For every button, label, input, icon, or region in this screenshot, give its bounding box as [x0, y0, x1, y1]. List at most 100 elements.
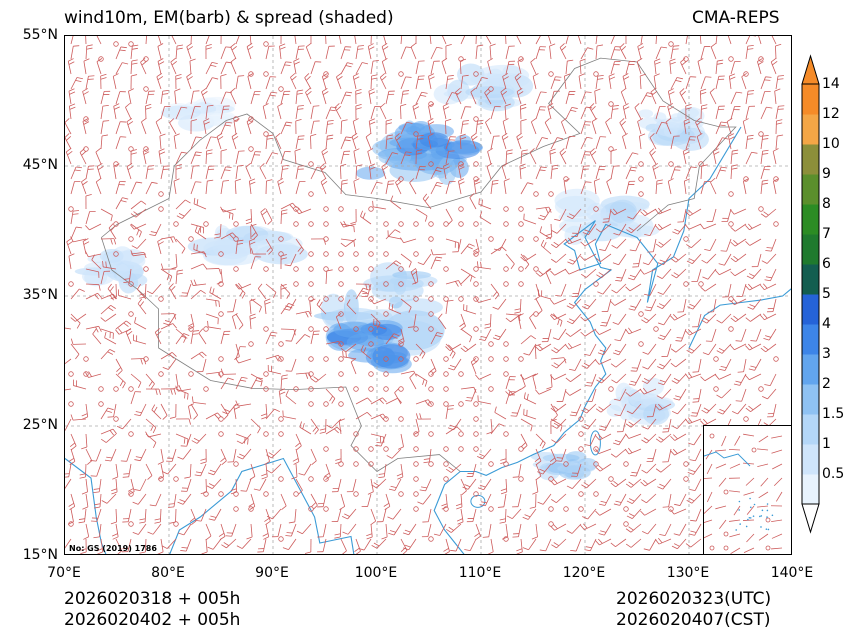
wind-barb	[657, 358, 672, 370]
wind-barb	[520, 335, 537, 345]
calm-wind-marker	[218, 491, 224, 497]
calm-wind-marker	[383, 446, 389, 452]
wind-barb	[295, 334, 311, 345]
calm-wind-marker	[458, 371, 464, 377]
wind-barb	[710, 178, 717, 195]
calm-wind-marker	[458, 206, 464, 212]
calm-wind-marker	[458, 446, 464, 452]
wind-barb	[715, 373, 732, 380]
wind-barb	[556, 388, 567, 402]
wind-barb	[655, 238, 672, 248]
wind-barb	[133, 334, 147, 345]
wind-barb	[630, 463, 642, 477]
wind-barb	[250, 91, 261, 105]
wind-barb	[595, 538, 612, 546]
wind-barb	[205, 165, 215, 180]
wind-barb	[415, 149, 423, 165]
japan-coast	[688, 288, 791, 349]
wind-barb	[280, 303, 295, 315]
calm-wind-marker	[443, 371, 449, 377]
wind-barb	[250, 373, 263, 387]
wind-barb	[358, 538, 372, 551]
wind-barb	[535, 36, 541, 45]
wind-barb	[566, 298, 582, 309]
wind-barb	[340, 62, 354, 75]
wind-barb	[230, 43, 237, 60]
wind-barb	[220, 377, 234, 390]
colorbar-tick-label: 1.5	[822, 406, 845, 422]
wind-barb	[465, 388, 477, 402]
calm-wind-marker	[518, 476, 524, 482]
wind-barb	[690, 403, 702, 417]
wind-barb	[194, 463, 207, 477]
calm-wind-marker	[443, 401, 449, 407]
wind-barb	[551, 493, 567, 503]
wind-barb	[285, 358, 297, 372]
wind-barb	[642, 343, 657, 355]
wind-barb	[360, 210, 372, 225]
wind-barb	[355, 62, 369, 75]
wind-barb	[600, 313, 612, 327]
wind-barb	[177, 493, 192, 505]
calm-wind-marker	[623, 461, 629, 467]
wind-barb	[100, 73, 107, 90]
wind-barb	[757, 505, 769, 508]
calm-wind-marker	[338, 281, 344, 287]
wind-barb	[550, 313, 567, 320]
wind-barb	[265, 354, 282, 362]
calm-wind-marker	[443, 476, 449, 482]
wind-barb	[611, 373, 627, 384]
wind-barb	[697, 58, 704, 75]
wind-barb	[190, 181, 202, 195]
wind-barb	[145, 181, 158, 195]
wind-barb	[672, 223, 687, 235]
wind-barb	[519, 103, 527, 120]
colorbar-tick-label: 8	[822, 196, 831, 212]
wind-barb	[96, 163, 104, 180]
calm-wind-marker	[308, 401, 314, 407]
wind-barb	[234, 178, 242, 195]
calm-wind-marker	[338, 311, 344, 317]
wind-barb	[381, 58, 388, 75]
wind-barb	[354, 538, 361, 554]
calm-wind-marker	[593, 461, 599, 467]
wind-barb	[512, 463, 522, 478]
wind-barb	[155, 118, 162, 135]
calm-wind-marker	[683, 281, 689, 287]
wind-barb	[569, 358, 582, 371]
calm-wind-marker	[473, 416, 479, 422]
wind-barb	[104, 448, 117, 462]
wind-barb	[458, 163, 465, 180]
wind-barb	[505, 149, 513, 165]
wind-barb	[452, 238, 462, 253]
lon-label-100: 100°E	[354, 565, 398, 581]
wind-barb	[265, 408, 281, 420]
wind-barb	[115, 181, 126, 195]
wind-barb	[310, 373, 327, 383]
wind-barb	[171, 253, 178, 270]
wind-barb	[96, 58, 103, 75]
calm-wind-marker	[503, 536, 509, 542]
wind-barb	[619, 118, 627, 135]
wind-barb	[394, 133, 402, 150]
calm-wind-marker	[323, 206, 329, 212]
wind-barb	[550, 76, 562, 90]
wind-barb	[505, 36, 507, 45]
calm-wind-marker	[473, 251, 479, 257]
wind-barb	[388, 478, 402, 491]
calm-wind-marker	[548, 521, 554, 527]
wind-barb	[407, 313, 417, 328]
island-dot	[766, 509, 769, 512]
wind-barb	[409, 178, 417, 195]
colorbar-segment	[802, 474, 819, 505]
wind-barb	[641, 463, 657, 474]
island-dot	[738, 509, 740, 511]
wind-barb	[319, 418, 327, 434]
wind-barb	[685, 166, 697, 180]
wind-barb	[340, 220, 357, 228]
wind-barb	[704, 238, 717, 252]
calm-wind-marker	[458, 296, 464, 302]
calm-wind-marker	[173, 476, 179, 482]
wind-barb	[342, 350, 357, 360]
wind-barb	[706, 463, 713, 475]
